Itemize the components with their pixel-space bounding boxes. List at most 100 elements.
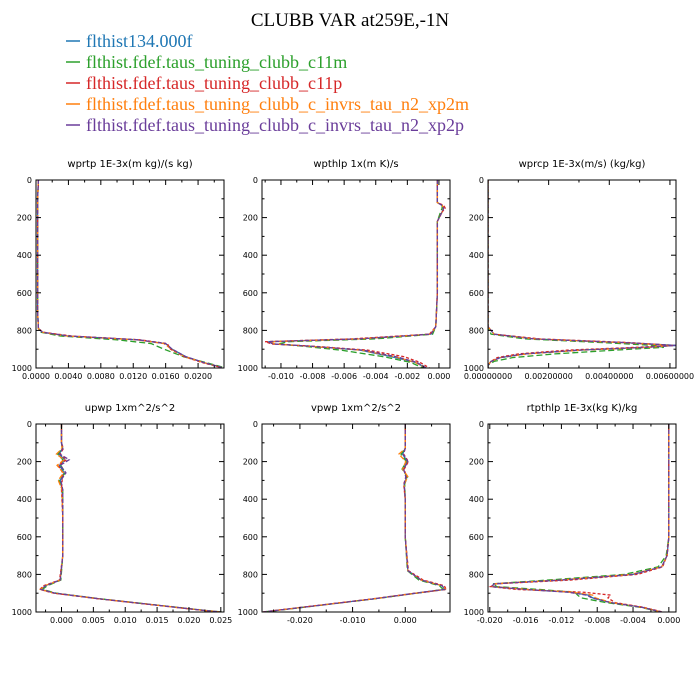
y-tick-label: 200: [243, 458, 258, 467]
y-tick-label: 800: [469, 326, 484, 335]
chart-panel: wpthlp 1x(m K)/s02004006008001000-0.010-…: [238, 159, 451, 381]
x-tick-label: 0.000: [427, 372, 450, 381]
y-tick-label: 1000: [12, 608, 32, 617]
series-group: [488, 180, 676, 368]
x-tick-label: -0.012: [549, 616, 575, 625]
x-tick-label: 0.0120: [119, 372, 147, 381]
y-tick-label: 600: [17, 533, 32, 542]
legend-item: flthist.fdef.taus_tuning_clubb_c11p: [66, 73, 342, 93]
x-tick-label: -0.010: [268, 372, 294, 381]
x-tick-label: -0.008: [300, 372, 326, 381]
series-line: [38, 424, 220, 612]
legend-label: flthist134.000f: [86, 31, 193, 51]
plot-frame: [261, 423, 451, 613]
y-tick-label: 0: [253, 420, 258, 429]
y-tick-label: 800: [17, 570, 32, 579]
series-line: [39, 424, 221, 612]
series-line: [488, 180, 674, 368]
x-tick-label: 0.000: [394, 616, 417, 625]
y-tick-label: 600: [469, 289, 484, 298]
panel-title: wprcp 1E-3x(m/s) (kg/kg): [519, 159, 646, 170]
series-line: [262, 424, 448, 612]
x-tick-label: 0.000: [50, 616, 73, 625]
x-tick-label: 0.0080: [87, 372, 115, 381]
x-tick-label: -0.006: [331, 372, 357, 381]
x-tick-label: -0.002: [394, 372, 420, 381]
y-tick-label: 0: [27, 420, 32, 429]
series-line: [488, 424, 670, 612]
series-group: [38, 424, 223, 612]
y-tick-label: 800: [17, 326, 32, 335]
y-tick-label: 1000: [464, 364, 484, 373]
y-tick-label: 600: [469, 533, 484, 542]
y-tick-label: 400: [243, 495, 258, 504]
y-tick-label: 400: [469, 251, 484, 260]
panel-title: wprtp 1E-3x(m kg)/(s kg): [67, 159, 192, 170]
x-tick-label: 0.005: [82, 616, 105, 625]
series-line: [277, 180, 443, 368]
x-tick-label: -0.008: [584, 616, 610, 625]
legend: flthist134.000fflthist.fdef.taus_tuning_…: [66, 31, 469, 135]
y-tick-label: 200: [243, 214, 258, 223]
x-tick-label: 0.00200000: [524, 372, 572, 381]
y-tick-label: 600: [17, 289, 32, 298]
legend-label: flthist.fdef.taus_tuning_clubb_c11m: [86, 52, 347, 72]
series-line: [488, 180, 674, 368]
chart-panel: vpwp 1xm^2/s^2 0 200 400 600 800 1000 -0.020 -0.…: [238, 403, 451, 625]
x-tick-label: 0.00400000: [585, 372, 633, 381]
x-tick-label: -0.010: [340, 616, 366, 625]
x-tick-label: -0.020: [477, 616, 503, 625]
x-tick-label: -0.016: [513, 616, 539, 625]
x-tick-label: 0.00600000: [646, 372, 694, 381]
series-line: [488, 180, 676, 368]
series-line: [39, 424, 221, 612]
y-tick-label: 400: [17, 251, 32, 260]
x-tick-label: 0.0000: [22, 372, 50, 381]
series-line: [488, 180, 665, 368]
series-line: [262, 424, 446, 612]
series-line: [36, 180, 223, 368]
y-tick-label: 200: [469, 214, 484, 223]
series-group: [488, 424, 670, 612]
y-tick-label: 800: [469, 570, 484, 579]
y-tick-label: 0: [253, 176, 258, 185]
series-line: [268, 180, 445, 368]
panel-title: rtpthlp 1E-3x(kg K)/kg: [527, 403, 638, 414]
y-tick-label: 800: [243, 570, 258, 579]
series-line: [264, 424, 445, 612]
y-tick-label: 200: [469, 458, 484, 467]
series-line: [490, 424, 670, 612]
series-group: [262, 424, 448, 612]
legend-label: flthist.fdef.taus_tuning_clubb_c11p: [86, 73, 342, 93]
series-line: [39, 424, 221, 612]
series-line: [490, 424, 670, 612]
figure-title: CLUBB VAR at259E,-1N: [251, 10, 450, 31]
legend-label: flthist.fdef.taus_tuning_clubb_c_invrs_t…: [86, 115, 464, 135]
plot-frame: [487, 179, 677, 369]
y-tick-label: 800: [243, 326, 258, 335]
y-tick-label: 400: [17, 495, 32, 504]
series-line: [488, 180, 676, 368]
y-tick-label: 200: [17, 214, 32, 223]
x-tick-label: 0.025: [209, 616, 232, 625]
plot-frame: [35, 423, 225, 613]
x-tick-label: 0.0160: [152, 372, 180, 381]
y-tick-label: 0: [479, 176, 484, 185]
x-tick-label: 0.020: [177, 616, 200, 625]
y-tick-label: 1000: [12, 364, 32, 373]
panel-title: vpwp 1xm^2/s^2: [311, 403, 401, 414]
legend-item: flthist.fdef.taus_tuning_clubb_c11m: [66, 52, 347, 72]
series-line: [490, 424, 670, 612]
x-tick-label: 0.010: [114, 616, 137, 625]
y-tick-label: 0: [27, 176, 32, 185]
series-line: [264, 180, 447, 368]
chart-panel: wprcp 1E-3x(m/s) (kg/kg) 0 200 400 600 800 100…: [464, 159, 694, 381]
series-line: [491, 424, 670, 612]
y-tick-label: 200: [17, 458, 32, 467]
x-tick-label: 0.0040: [54, 372, 82, 381]
x-tick-label: 0.000: [657, 616, 680, 625]
x-tick-label: -0.020: [287, 616, 313, 625]
panel-title: wpthlp 1x(m K)/s: [313, 159, 398, 170]
y-tick-label: 400: [469, 495, 484, 504]
